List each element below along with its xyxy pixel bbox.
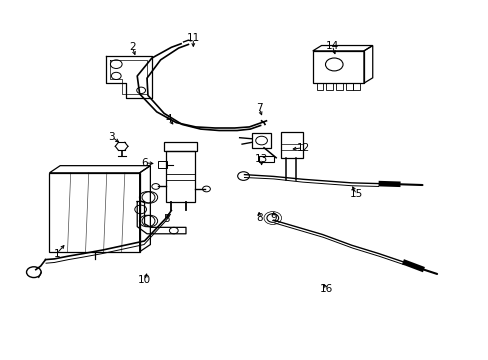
Bar [158,161,167,168]
Text: 11: 11 [186,33,200,43]
Text: 4: 4 [165,114,172,124]
Text: 6: 6 [141,158,147,168]
Text: 5: 5 [163,215,169,224]
Text: 15: 15 [349,189,363,199]
Bar [281,132,303,158]
Text: 12: 12 [296,143,309,153]
Text: 10: 10 [138,275,151,285]
Bar [251,134,271,148]
Text: 1: 1 [53,248,60,258]
Text: 7: 7 [255,103,262,113]
Text: 2: 2 [129,42,135,52]
Text: 9: 9 [270,213,277,222]
Text: 8: 8 [255,213,262,222]
Text: 13: 13 [254,154,267,164]
Text: 16: 16 [319,284,332,294]
Bar [259,156,273,162]
Bar [163,142,197,151]
Text: 14: 14 [325,41,338,50]
Bar [166,151,194,202]
Text: 3: 3 [108,132,115,142]
